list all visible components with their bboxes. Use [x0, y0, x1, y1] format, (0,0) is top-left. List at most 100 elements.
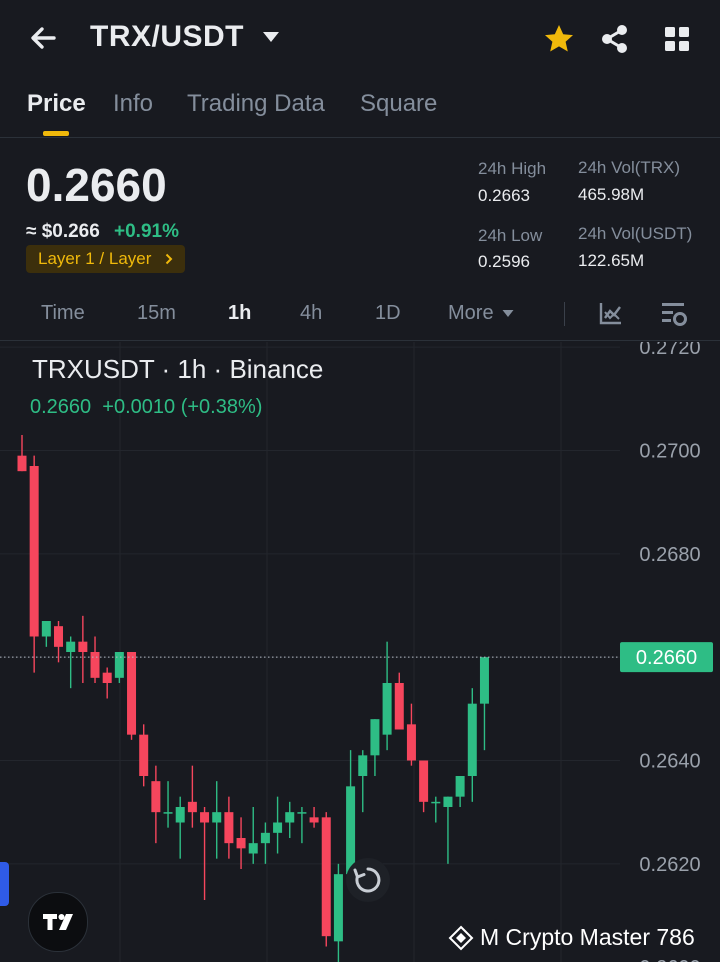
candle-body [212, 812, 222, 823]
candle-body [175, 807, 185, 823]
back-button[interactable] [24, 18, 64, 58]
interval-divider [564, 302, 565, 326]
candle-body [333, 874, 343, 942]
interval-time[interactable]: Time [41, 302, 85, 324]
candle-body [406, 724, 416, 761]
candle-body [309, 817, 319, 823]
candle-body [455, 776, 465, 797]
low-value: 0.2596 [478, 252, 530, 271]
candle-body [431, 801, 441, 804]
chart-separator [0, 340, 720, 341]
active-tab-indicator [43, 131, 69, 136]
y-tick-label: 0.2640 [639, 751, 700, 773]
tabs-divider [0, 137, 720, 138]
y-tick-label: 0.2620 [639, 854, 700, 876]
vol-quote-label: 24h Vol(USDT) [578, 224, 693, 243]
tab-trading-data[interactable]: Trading Data [187, 90, 325, 117]
binance-diamond-icon [448, 925, 474, 950]
grid-icon [665, 27, 689, 51]
app-header: TRX/USDT [0, 0, 720, 80]
candle-body [127, 652, 137, 735]
candle-body [224, 812, 234, 844]
candle-body [41, 621, 51, 637]
chart-legend-values: 0.2660 +0.0010 (+0.38%) [30, 396, 262, 419]
interval-15m[interactable]: 15m [137, 302, 176, 324]
back-arrow-icon [31, 27, 56, 49]
caret-down-icon [502, 310, 514, 317]
legend-close-value: 0.2660 [30, 396, 92, 418]
category-tag[interactable]: Layer 1 / Layer [26, 245, 186, 273]
pair-selector-toggle[interactable] [262, 30, 280, 44]
candle-body [187, 801, 197, 813]
high-value: 0.2663 [478, 186, 530, 205]
candle-body [102, 672, 112, 683]
interval-more-label: More [448, 302, 494, 324]
candle-body [297, 812, 307, 814]
current-price-label: 0.2660 [636, 647, 697, 669]
side-drawer-handle[interactable] [0, 862, 9, 906]
tradingview-icon [43, 914, 73, 930]
candle-body [114, 652, 124, 678]
y-tick-label: 0.2680 [639, 544, 700, 566]
chart-legend-title: TRXUSDT · 1h · Binance [32, 354, 324, 384]
current-price-label-bg [620, 642, 713, 673]
vol-base-value: 465.98M [578, 185, 645, 204]
candle-body [321, 817, 331, 937]
interval-1h[interactable]: 1h [228, 302, 252, 324]
last-price: 0.2660 [26, 159, 167, 211]
candle-body [17, 455, 27, 472]
tab-square[interactable]: Square [360, 90, 438, 117]
candle-body [346, 786, 356, 875]
chevron-down-icon [263, 32, 279, 42]
candle-body [394, 683, 404, 730]
candle-body [90, 652, 100, 678]
candle-body [370, 719, 380, 756]
candle-body [29, 466, 39, 637]
candle-body [248, 843, 258, 854]
tab-info[interactable]: Info [113, 90, 154, 117]
y-tick-label: 0.2720 [639, 342, 700, 359]
candle-body [200, 812, 210, 823]
candle-body [419, 760, 429, 802]
candle-body [78, 641, 88, 652]
star-icon [545, 25, 573, 52]
legend-change-value: +0.0010 (+0.38%) [102, 396, 263, 418]
candle-body [479, 657, 489, 704]
price-change-percent: +0.91% [114, 221, 179, 242]
candle-body [260, 832, 270, 844]
candle-body [151, 781, 161, 813]
layout-grid-button[interactable] [660, 22, 694, 56]
tab-price[interactable]: Price [27, 90, 86, 117]
chevron-right-icon [166, 253, 173, 265]
interval-1d[interactable]: 1D [375, 302, 401, 324]
watermark-text: M Crypto Master 786 [480, 924, 695, 950]
reset-icon [353, 867, 381, 893]
chart-reset-button[interactable] [346, 858, 390, 902]
candle-body [66, 641, 76, 652]
candle-body [285, 812, 295, 823]
approx-usd-price: ≈ $0.266 [26, 221, 100, 242]
vol-base-label: 24h Vol(TRX) [578, 158, 681, 177]
vol-quote-value: 122.65M [578, 251, 645, 270]
tradingview-logo[interactable] [28, 892, 88, 952]
favorite-button[interactable] [542, 22, 576, 56]
chart-settings-button[interactable] [660, 300, 688, 333]
candle-body [358, 755, 368, 776]
chart-indicator-icon [599, 303, 621, 325]
watermark: M Crypto Master 786 [448, 924, 695, 951]
candle-body [443, 796, 453, 807]
y-tick-label: 0.2700 [639, 441, 700, 463]
interval-4h[interactable]: 4h [300, 302, 323, 324]
interval-more[interactable]: More [448, 302, 514, 325]
candle-body [163, 812, 173, 814]
indicator-button[interactable] [598, 300, 624, 331]
candle-body [54, 626, 64, 647]
high-label: 24h High [478, 159, 547, 178]
candlestick-chart[interactable]: 0.2720 0.2700 0.2680 0.2640 0.2620 0.2600 0.26… [0, 342, 720, 962]
y-tick-label: 0.2600 [639, 957, 700, 962]
chart-settings-icon [662, 303, 687, 326]
share-button[interactable] [598, 22, 632, 56]
pair-title[interactable]: TRX/USDT [90, 20, 244, 53]
candle-body [467, 703, 477, 776]
low-label: 24h Low [478, 226, 543, 245]
